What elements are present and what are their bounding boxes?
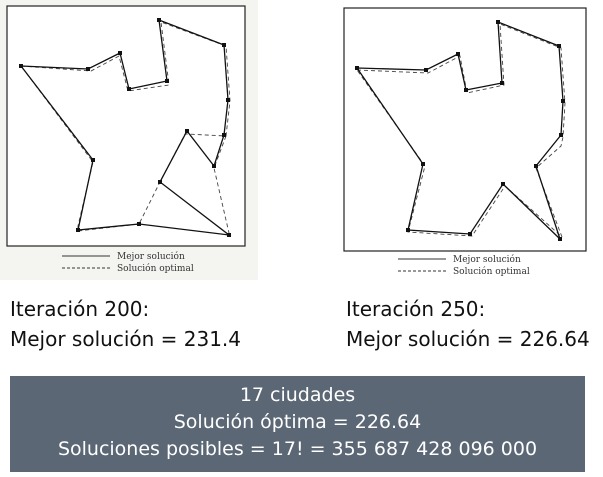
legend-optimal-label: Solución optimal xyxy=(117,263,194,274)
plot-frame xyxy=(6,5,246,247)
caption-best-solution: Mejor solución = 226.64 xyxy=(346,327,590,351)
summary-city-count: 17 ciudades xyxy=(239,384,356,406)
summary-box: 17 ciudades Solución óptima = 226.64 Sol… xyxy=(10,376,585,472)
caption-iteration-200: Iteración 200: Mejor solución = 231.4 xyxy=(10,294,241,354)
best-tour xyxy=(356,21,564,240)
caption-iteration-250: Iteración 250: Mejor solución = 226.64 xyxy=(346,294,590,354)
summary-optimal-solution: Solución óptima = 226.64 xyxy=(173,411,422,433)
optimal-tour xyxy=(356,23,566,238)
legend-optimal-label: Solución optimal xyxy=(453,266,530,277)
legend-best-label: Mejor solución xyxy=(117,251,185,262)
caption-iteration-label: Iteración 250: xyxy=(346,297,486,321)
caption-best-solution: Mejor solución = 231.4 xyxy=(10,327,242,351)
caption-iteration-label: Iteración 200: xyxy=(10,297,150,321)
summary-possible-solutions: Soluciones posibles = 17! = 355 687 428 … xyxy=(57,438,538,460)
legend-best-label: Mejor solución xyxy=(453,254,521,265)
optimal-tour-crossing xyxy=(213,135,230,234)
plot-frame xyxy=(343,7,587,252)
tour-diagram-iteration-250: Mejor solución Solución optimal xyxy=(330,0,603,280)
tour-diagram-iteration-200: Mejor solución Solución optimal xyxy=(0,0,258,280)
